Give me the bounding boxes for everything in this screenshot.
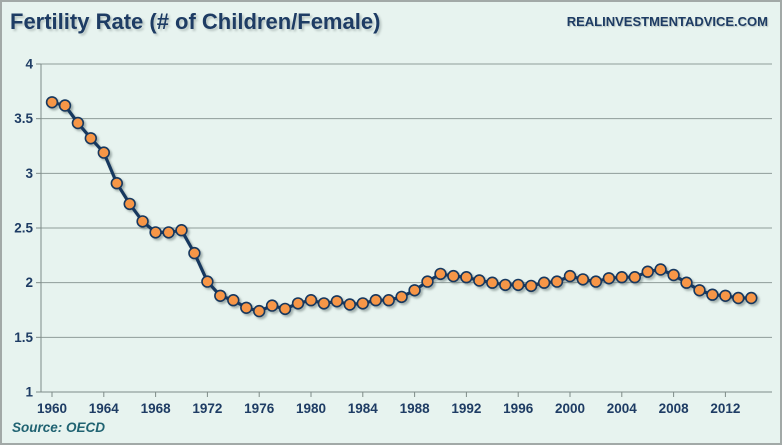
data-point (395, 290, 408, 304)
x-tick-label: 1992 (451, 401, 481, 416)
y-tick-label: 2 (25, 275, 33, 290)
data-point (680, 276, 693, 289)
data-point (253, 304, 266, 318)
data-point (356, 297, 369, 310)
data-point (576, 273, 590, 286)
data-point (421, 275, 434, 288)
data-point (473, 274, 486, 287)
data-point (45, 96, 59, 109)
data-point (602, 272, 616, 285)
x-tick-label: 2000 (555, 401, 585, 416)
data-point (745, 291, 758, 305)
x-tick-label: 1988 (400, 401, 431, 416)
data-point (149, 226, 162, 239)
y-tick-label: 4 (25, 57, 33, 72)
data-point (330, 295, 344, 308)
data-point (408, 284, 421, 297)
data-point (110, 177, 124, 190)
data-point (175, 224, 188, 237)
data-point (563, 269, 577, 283)
x-tick-label: 2004 (607, 401, 638, 416)
x-tick-label: 1972 (192, 401, 222, 416)
data-point (550, 275, 564, 288)
data-point (537, 276, 551, 289)
data-point (706, 288, 719, 301)
data-point (71, 116, 85, 130)
data-point (304, 294, 318, 307)
data-point (278, 302, 292, 316)
data-point (628, 271, 641, 284)
x-tick-label: 1996 (503, 401, 534, 416)
data-point (460, 271, 473, 284)
site-watermark: REALINVESTMENTADVICE.COM (566, 14, 768, 29)
data-point (447, 269, 460, 283)
data-point (188, 246, 201, 260)
data-point (291, 297, 305, 310)
data-point (589, 275, 603, 288)
y-tick-label: 3.5 (14, 111, 33, 126)
data-point (654, 263, 667, 276)
data-point (667, 268, 680, 282)
x-tick-label: 2012 (710, 401, 740, 416)
data-point (434, 267, 447, 281)
series-line (50, 100, 753, 313)
data-point (615, 271, 628, 284)
data-point (486, 276, 499, 289)
x-tick-label: 1964 (89, 401, 120, 416)
data-point (382, 294, 395, 307)
data-point (317, 297, 331, 310)
data-point (524, 279, 538, 293)
data-point (719, 289, 732, 302)
data-point (499, 278, 512, 292)
data-series (45, 96, 758, 318)
chart-title: Fertility Rate (# of Children/Female) (10, 9, 381, 34)
data-point (214, 289, 227, 302)
y-tick-label: 1 (25, 385, 33, 400)
data-point (369, 294, 382, 307)
data-point (343, 298, 356, 311)
data-point (162, 226, 175, 239)
data-point (58, 99, 72, 112)
x-tick-label: 1984 (348, 401, 379, 416)
data-point (97, 146, 111, 159)
x-tick-label: 1968 (141, 401, 172, 416)
data-point (265, 299, 279, 312)
data-point (732, 291, 745, 305)
source-note: Source: OECD (12, 420, 106, 435)
data-point (201, 275, 214, 288)
data-point (84, 132, 98, 145)
data-point (123, 197, 136, 211)
x-tick-label: 1960 (37, 401, 67, 416)
y-tick-label: 2.5 (14, 221, 33, 236)
data-point (227, 294, 240, 307)
x-tick-label: 1980 (296, 401, 326, 416)
data-point (136, 215, 149, 228)
data-point (641, 265, 654, 278)
data-point (240, 301, 253, 314)
data-point (512, 278, 525, 292)
x-tick-label: 1976 (244, 401, 275, 416)
y-tick-label: 3 (25, 166, 33, 181)
data-point (693, 284, 706, 297)
y-tick-label: 1.5 (14, 330, 33, 345)
x-tick-label: 2008 (659, 401, 690, 416)
